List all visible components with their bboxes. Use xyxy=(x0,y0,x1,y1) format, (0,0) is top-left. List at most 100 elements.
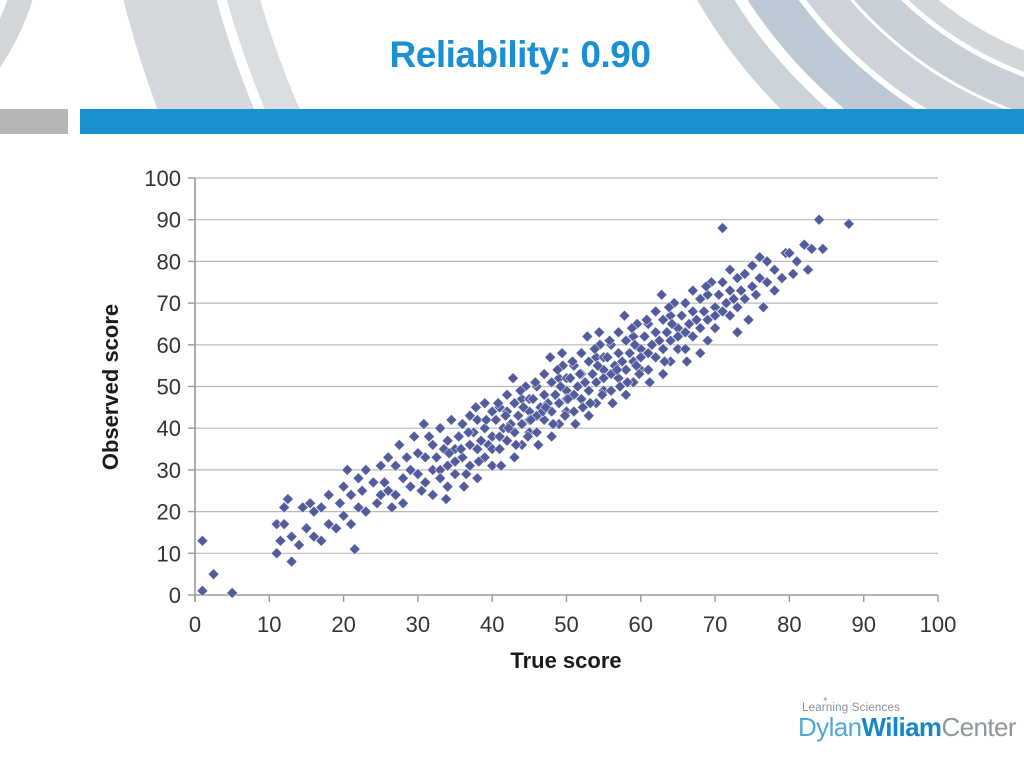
x-tick-label: 30 xyxy=(406,612,430,637)
scatter-point xyxy=(642,363,655,376)
scatter-point xyxy=(333,497,346,510)
scatter-point xyxy=(551,363,564,376)
logo-center: Center xyxy=(941,712,1016,742)
scatter-point xyxy=(463,459,476,472)
scatter-point xyxy=(538,413,551,426)
scatter-point xyxy=(640,313,653,326)
y-tick-label: 100 xyxy=(144,166,181,191)
scatter-point xyxy=(591,359,604,372)
x-tick-label: 20 xyxy=(331,612,355,637)
scatter-point xyxy=(679,297,692,310)
scatter-point xyxy=(501,434,513,447)
scatter-point xyxy=(532,438,545,451)
scatter-point xyxy=(746,259,759,272)
scatter-point xyxy=(330,522,343,535)
scatter-point xyxy=(456,451,469,464)
scatter-point xyxy=(514,384,527,397)
scatter-point xyxy=(367,476,380,489)
scatter-point xyxy=(653,334,666,347)
scatter-point xyxy=(352,501,365,514)
scatter-point xyxy=(649,326,662,339)
scatter-point xyxy=(701,334,714,347)
scatter-point xyxy=(727,293,740,305)
scatter-point xyxy=(397,472,409,485)
scatter-point xyxy=(411,468,424,480)
scatter-point xyxy=(458,480,470,493)
scatter-point xyxy=(731,301,744,314)
scatter-point xyxy=(559,409,571,422)
scatter-point xyxy=(753,251,766,264)
scatter-point xyxy=(750,288,762,301)
scatter-point xyxy=(620,363,632,376)
scatter-point xyxy=(553,397,565,410)
scatter-point xyxy=(538,368,551,380)
scatter-point xyxy=(686,284,699,297)
scatter-point xyxy=(495,459,508,472)
x-tick-label: 100 xyxy=(920,612,957,637)
scatter-point xyxy=(460,468,473,480)
scatter-point xyxy=(545,430,558,443)
scatter-point xyxy=(411,447,424,460)
scatter-point xyxy=(515,418,528,430)
scatter-point xyxy=(393,438,406,451)
scatter-point xyxy=(304,497,317,510)
scatter-point xyxy=(430,451,443,464)
scatter-point xyxy=(278,518,291,531)
y-tick-label: 70 xyxy=(157,291,181,316)
scatter-point xyxy=(596,388,609,401)
logo-dylan: Dylan xyxy=(798,712,862,742)
scatter-point xyxy=(768,284,781,297)
scatter-point xyxy=(660,326,673,339)
scatter-point xyxy=(441,459,454,472)
x-tick-label: 60 xyxy=(629,612,653,637)
scatter-point xyxy=(480,413,493,426)
scatter-point xyxy=(356,484,369,497)
scatter-point xyxy=(417,418,430,430)
scatter-point xyxy=(486,405,499,418)
logo-wiliam: Wiliam xyxy=(861,712,942,742)
scatter-point xyxy=(757,301,770,314)
scatter-point xyxy=(274,534,287,547)
scatter-point xyxy=(649,351,662,364)
scatter-point xyxy=(720,297,733,310)
scatter-point xyxy=(440,493,453,506)
scatter-point xyxy=(456,418,469,430)
scatter-point xyxy=(547,418,560,430)
scatter-point xyxy=(419,451,432,464)
scatter-point xyxy=(423,430,435,443)
scatter-point xyxy=(449,468,461,480)
scatter-point xyxy=(499,409,512,422)
x-axis-title: True score xyxy=(510,648,622,673)
scatter-point xyxy=(571,380,584,393)
scatter-point xyxy=(683,318,696,330)
scatter-point xyxy=(341,463,354,476)
scatter-point xyxy=(672,330,684,343)
scatter-point xyxy=(359,463,372,476)
scatter-point xyxy=(709,322,722,335)
scatter-point xyxy=(649,305,662,318)
y-tick-label: 90 xyxy=(157,208,181,233)
scatter-point xyxy=(694,293,707,305)
scatter-point xyxy=(544,351,557,364)
scatter-point xyxy=(787,267,800,280)
scatter-point xyxy=(278,501,291,514)
scatter-point xyxy=(307,530,320,543)
scatter-point xyxy=(573,368,586,380)
y-axis-title: Observed score xyxy=(98,303,123,471)
scatter-point xyxy=(441,480,454,493)
scatter-point xyxy=(502,422,515,435)
scatter-point xyxy=(625,322,638,335)
scatter-point xyxy=(554,380,567,393)
scatter-point xyxy=(842,217,855,230)
scatter-point xyxy=(445,413,458,426)
scatter-point xyxy=(620,334,632,347)
scatter-point xyxy=(556,347,568,360)
scatter-point xyxy=(679,343,692,355)
scatter-point xyxy=(618,309,631,322)
scatter-point xyxy=(716,276,729,289)
scatter-point xyxy=(374,488,387,501)
scatter-point xyxy=(790,255,803,268)
scatter-point xyxy=(686,305,699,318)
scatter-point xyxy=(612,347,625,360)
scatter-point xyxy=(724,263,736,276)
